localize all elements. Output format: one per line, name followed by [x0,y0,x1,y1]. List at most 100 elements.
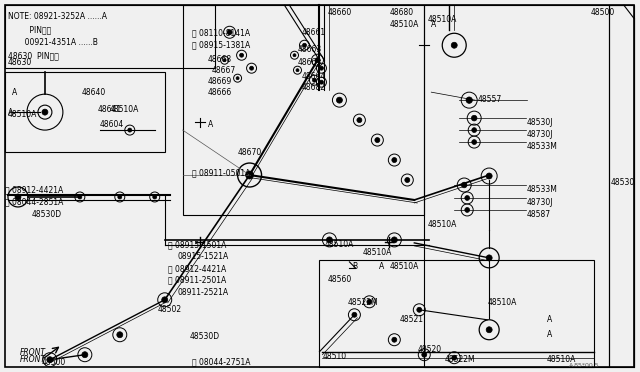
Text: 08915-1521A: 08915-1521A [178,252,229,261]
Text: 48604: 48604 [100,120,124,129]
Bar [182,5,424,215]
Text: 48670: 48670 [237,148,262,157]
Text: Ⓑ 08044-2751A: Ⓑ 08044-2751A [191,358,250,367]
Circle shape [162,297,168,303]
Text: 48510A: 48510A [487,298,516,307]
Circle shape [239,53,244,57]
Bar [424,5,609,367]
Text: 48533M: 48533M [527,185,558,194]
Text: A: A [207,120,213,129]
Circle shape [352,312,357,317]
Text: A.85*00.5: A.85*00.5 [569,363,600,368]
Text: 48630: 48630 [8,58,32,67]
Circle shape [82,352,88,358]
Text: Ⓝ 08912-4421A: Ⓝ 08912-4421A [168,264,226,273]
Circle shape [319,80,323,84]
Circle shape [319,66,323,70]
Circle shape [422,352,427,357]
Text: 48510A: 48510A [389,262,419,271]
Circle shape [391,237,397,243]
Text: 00921-4351A ......B: 00921-4351A ......B [8,38,98,47]
Circle shape [246,171,253,179]
Text: 48664: 48664 [301,72,326,81]
Text: 48663: 48663 [298,58,322,67]
Text: FRONT: FRONT [20,355,46,364]
Circle shape [47,357,53,363]
Text: Ⓝ 08912-4421A: Ⓝ 08912-4421A [5,185,63,194]
Circle shape [42,109,48,115]
Text: 48522M: 48522M [348,298,378,307]
Circle shape [250,66,253,70]
Text: 48668: 48668 [207,55,232,64]
Text: 48682: 48682 [301,83,326,92]
Circle shape [312,78,316,82]
Circle shape [236,77,239,80]
Bar [5,5,214,68]
Text: B: B [353,262,358,271]
Circle shape [128,128,132,132]
Text: 48502: 48502 [157,305,182,314]
Text: A: A [431,20,436,29]
Bar [5,72,164,152]
Text: Ⓝ 08911-2501A: Ⓝ 08911-2501A [168,276,226,285]
Circle shape [486,327,492,333]
Text: 48640: 48640 [82,88,106,97]
Text: 48661: 48661 [301,28,326,37]
Circle shape [118,195,122,199]
Circle shape [337,97,342,103]
Text: 48587: 48587 [527,210,551,219]
Circle shape [472,128,477,132]
Circle shape [465,196,470,201]
Text: 48510A: 48510A [428,15,457,24]
Circle shape [15,194,21,200]
Text: 48510: 48510 [323,352,347,361]
Text: 48500: 48500 [591,8,615,17]
Circle shape [367,299,372,304]
Text: A: A [8,108,13,117]
Text: 48660: 48660 [328,8,352,17]
Circle shape [452,355,457,360]
Bar [609,5,634,367]
Text: 48530D: 48530D [32,210,62,219]
Text: FRONT: FRONT [20,348,46,357]
Text: A: A [380,262,385,271]
Text: NOTE: 08921-3252A ......A: NOTE: 08921-3252A ......A [8,12,107,21]
Text: 48510A: 48510A [389,20,419,29]
Text: 48500: 48500 [42,358,66,367]
Text: 48667: 48667 [212,66,236,75]
Text: Ⓑ 08044-2851A: Ⓑ 08044-2851A [5,197,63,206]
Text: 48560: 48560 [328,275,352,284]
Text: 48530J: 48530J [527,118,554,127]
Circle shape [466,97,472,103]
Bar [319,260,594,367]
Text: 48730J: 48730J [527,130,554,139]
Circle shape [451,42,457,48]
Text: 08911-2521A: 08911-2521A [178,288,229,297]
Circle shape [117,332,123,338]
Circle shape [223,59,226,62]
Circle shape [392,337,397,342]
Text: 48533M: 48533M [527,142,558,151]
Text: 48520: 48520 [417,345,442,354]
Text: 48530: 48530 [611,178,636,187]
Circle shape [296,69,299,72]
Circle shape [472,115,477,121]
Circle shape [293,54,296,57]
Circle shape [392,158,397,163]
Text: 48521: 48521 [399,315,423,324]
Circle shape [315,58,320,63]
Text: 48530D: 48530D [189,332,220,341]
Text: 48522M: 48522M [444,355,475,364]
Text: 48510A: 48510A [324,240,354,249]
Circle shape [227,30,232,35]
Text: 48730J: 48730J [527,198,554,207]
Circle shape [465,208,470,212]
Text: 48680: 48680 [389,8,413,17]
Circle shape [78,195,82,199]
Circle shape [375,138,380,142]
Circle shape [461,182,467,188]
Text: PINピン: PINピン [8,25,51,34]
Text: Ⓦ 08915-1381A: Ⓦ 08915-1381A [191,40,250,49]
Text: 48510A: 48510A [362,248,392,257]
Text: A: A [12,88,17,97]
